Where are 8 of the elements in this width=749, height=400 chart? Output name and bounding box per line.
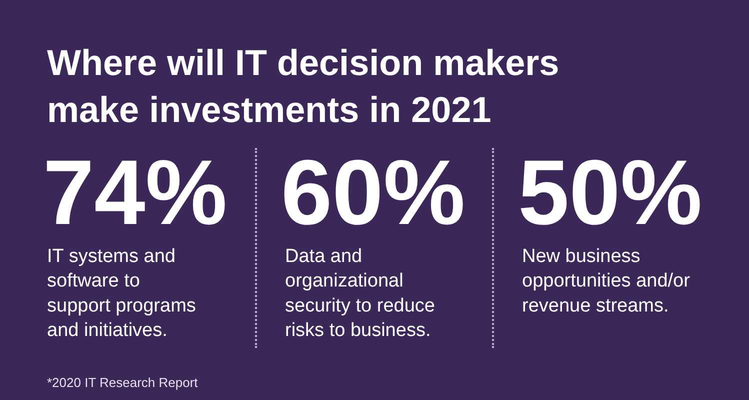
category-label: IT systems and software to support programs and initiatives. xyxy=(47,246,196,342)
category-label: Data and organizational security to reduce risks to business. xyxy=(285,246,435,342)
data-label: 50% xyxy=(518,142,702,244)
text: *2020 IT Research Report xyxy=(47,375,198,390)
data-label: 74% xyxy=(43,142,228,244)
data-label: 60% xyxy=(281,142,466,244)
text: Where will IT decision makers make investments in 2021 xyxy=(47,42,560,130)
category-label: New business opportunities and/or revenue streams. xyxy=(522,246,691,316)
